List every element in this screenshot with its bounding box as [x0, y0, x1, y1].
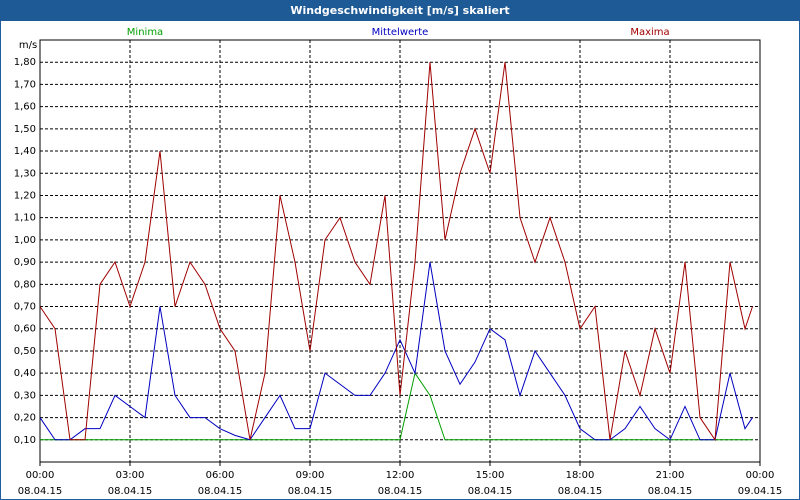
y-tick-label: 0,60	[14, 324, 36, 335]
y-tick-label: 0,50	[14, 346, 36, 357]
y-tick-label: 1,50	[14, 124, 36, 135]
y-tick-label: 0,40	[14, 368, 36, 379]
y-tick-label: 1,30	[14, 168, 36, 179]
legend-entry: Maxima	[630, 27, 669, 38]
x-tick-label: 21:00	[656, 470, 685, 481]
x-tick-date: 08.04.15	[378, 486, 423, 497]
data-line	[40, 371, 753, 441]
y-tick-label: 1,40	[14, 146, 36, 157]
y-tick-label: 0,10	[14, 435, 36, 446]
y-tick-label: 1,60	[14, 102, 36, 113]
y-tick-label: 1,70	[14, 79, 36, 90]
x-tick-label: 12:00	[386, 470, 415, 481]
x-tick-date: 08.04.15	[648, 486, 693, 497]
y-tick-label: 1,00	[14, 235, 36, 246]
y-tick-label: 0,30	[14, 390, 36, 401]
y-axis-label: m/s	[19, 40, 37, 51]
x-tick-label: 03:00	[116, 470, 145, 481]
x-tick-date: 08.04.15	[108, 486, 153, 497]
x-tick-date: 08.04.15	[18, 486, 63, 497]
x-tick-date: 08.04.15	[468, 486, 513, 497]
y-tick-label: 1,20	[14, 190, 36, 201]
y-tick-label: 1,80	[14, 57, 36, 68]
y-tick-label: 0,90	[14, 257, 36, 268]
data-line	[39, 62, 753, 442]
x-tick-label: 15:00	[476, 470, 505, 481]
x-tick-label: 00:00	[26, 470, 55, 481]
x-tick-date: 08.04.15	[288, 486, 333, 497]
x-tick-label: 09:00	[296, 470, 325, 481]
x-tick-date: 08.04.15	[198, 486, 243, 497]
y-tick-label: 0,20	[14, 413, 36, 424]
legend-entry: Minima	[127, 27, 163, 38]
legend-entry: Mittelwerte	[372, 27, 429, 38]
title-bar	[0, 0, 800, 21]
x-tick-date: 08.04.15	[558, 486, 603, 497]
y-tick-label: 0,70	[14, 302, 36, 313]
y-tick-label: 0,80	[14, 279, 36, 290]
x-tick-label: 18:00	[566, 470, 595, 481]
x-tick-date: 09.04.15	[738, 486, 783, 497]
x-tick-label: 06:00	[206, 470, 235, 481]
x-tick-label: 00:00	[746, 470, 775, 481]
chart-title: Windgeschwindigkeit [m/s] skaliert	[290, 4, 509, 17]
data-line	[39, 262, 753, 441]
y-tick-label: 1,10	[14, 213, 36, 224]
